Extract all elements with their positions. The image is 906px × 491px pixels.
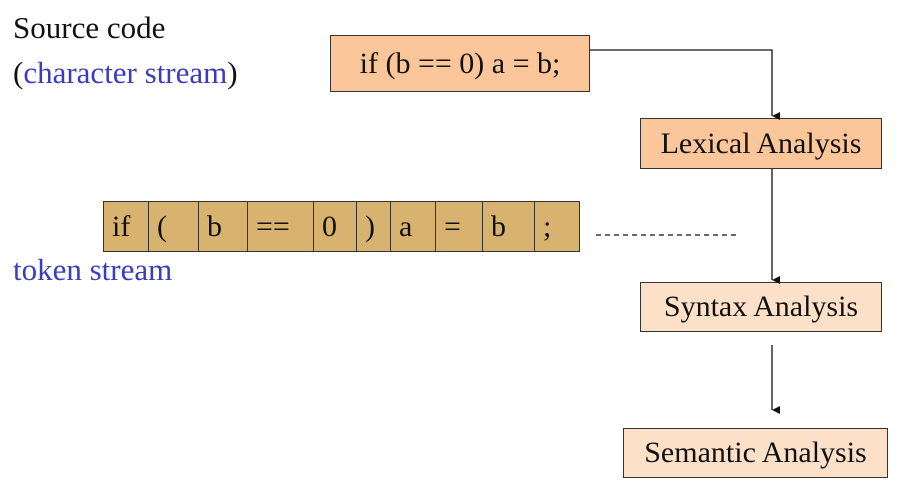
token-cell: ;	[543, 209, 552, 243]
character-stream-text: character stream	[23, 55, 228, 90]
token-cell: a	[391, 202, 436, 251]
source-code-label: Source code	[13, 10, 166, 45]
lexical-analysis-label: Lexical Analysis	[660, 126, 862, 160]
character-stream-label: (character stream)	[13, 56, 238, 90]
token-cell: b	[483, 202, 535, 251]
token-cell: (	[149, 202, 199, 251]
semantic-analysis-box: Semantic Analysis	[623, 428, 888, 478]
token-stream-label: token stream	[13, 252, 173, 287]
syntax-analysis-box: Syntax Analysis	[640, 282, 882, 332]
token-cell: ==	[248, 202, 314, 251]
token-cell: =	[436, 202, 483, 251]
token-cell: if	[104, 202, 149, 251]
token-cell: )	[357, 202, 391, 251]
lexical-analysis-box: Lexical Analysis	[640, 118, 882, 169]
token-cell: 0	[314, 202, 357, 251]
paren-open: (	[13, 55, 24, 90]
token-cell: b	[199, 202, 248, 251]
semantic-analysis-label: Semantic Analysis	[644, 436, 867, 469]
source-code-box: if (b == 0) a = b;	[330, 35, 590, 92]
source-code-text: if (b == 0) a = b;	[359, 46, 561, 80]
paren-close: )	[227, 55, 238, 90]
token-stream-row: if ( b == 0 ) a = b ;	[103, 201, 580, 252]
code-to-lexical-arrow	[590, 49, 780, 120]
syntax-analysis-label: Syntax Analysis	[663, 290, 859, 323]
